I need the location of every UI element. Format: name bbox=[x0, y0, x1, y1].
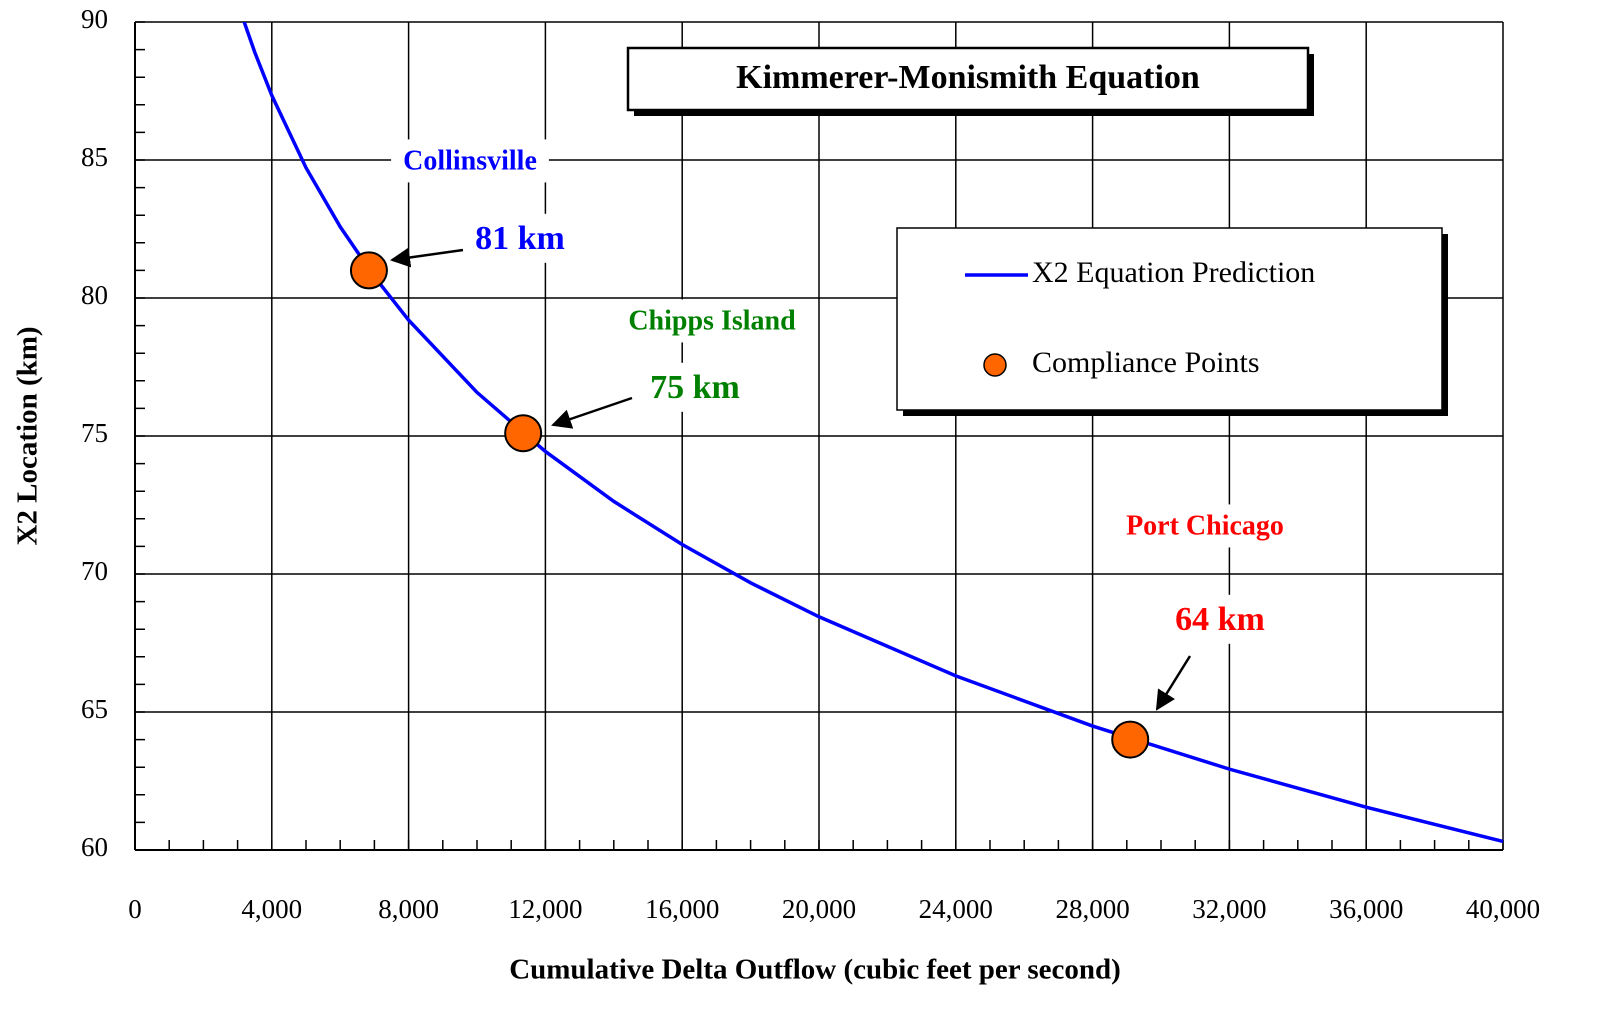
annotation: Port Chicago bbox=[1126, 510, 1284, 541]
arrow bbox=[1155, 655, 1192, 711]
x-tick-label: 20,000 bbox=[782, 894, 856, 924]
y-tick-label: 70 bbox=[81, 556, 108, 586]
x-tick-label: 8,000 bbox=[378, 894, 439, 924]
y-tick-label: 65 bbox=[81, 694, 108, 724]
y-axis-label: X2 Location (km) bbox=[12, 326, 44, 545]
x-tick-label: 32,000 bbox=[1192, 894, 1266, 924]
y-tick-label: 60 bbox=[81, 832, 108, 862]
legend-marker bbox=[983, 353, 1007, 377]
y-tick-label: 75 bbox=[81, 418, 108, 448]
annotation-bg bbox=[1114, 504, 1296, 548]
annotation: 81 km bbox=[475, 220, 565, 257]
annotation-bg bbox=[1163, 594, 1277, 644]
compliance-point bbox=[504, 414, 543, 453]
x-tick-label: 12,000 bbox=[508, 894, 582, 924]
annotation-bg bbox=[616, 299, 809, 343]
annotation: 64 km bbox=[1175, 601, 1265, 638]
x-tick-label: 28,000 bbox=[1055, 894, 1129, 924]
y-tick-label: 80 bbox=[81, 280, 108, 310]
x-axis-label: Cumulative Delta Outflow (cubic feet per… bbox=[509, 954, 1121, 986]
legend-label: X2 Equation Prediction bbox=[1032, 256, 1315, 289]
compliance-point bbox=[349, 251, 388, 290]
arrow bbox=[390, 247, 464, 268]
x-tick-label: 36,000 bbox=[1329, 894, 1403, 924]
legend bbox=[896, 227, 1443, 411]
x-tick-label: 16,000 bbox=[645, 894, 719, 924]
annotation: Chipps Island bbox=[628, 305, 796, 336]
x-tick-label: 4,000 bbox=[241, 894, 302, 924]
annotation: 75 km bbox=[650, 369, 740, 406]
title-box bbox=[626, 46, 1310, 112]
arrow bbox=[551, 396, 633, 429]
y-tick-label: 85 bbox=[81, 142, 108, 172]
chart-title: Kimmerer-Monismith Equation bbox=[736, 59, 1200, 96]
annotation: Collinsville bbox=[403, 145, 537, 176]
annotation-bg bbox=[638, 362, 752, 412]
x-tick-label: 40,000 bbox=[1466, 894, 1540, 924]
legend-label: Compliance Points bbox=[1032, 346, 1260, 379]
compliance-point bbox=[1111, 720, 1150, 759]
y-tick-label: 90 bbox=[81, 4, 108, 34]
x-tick-label: 24,000 bbox=[919, 894, 993, 924]
x-tick-label: 0 bbox=[128, 894, 142, 924]
annotation-bg bbox=[463, 213, 577, 263]
annotation-bg bbox=[391, 139, 549, 183]
